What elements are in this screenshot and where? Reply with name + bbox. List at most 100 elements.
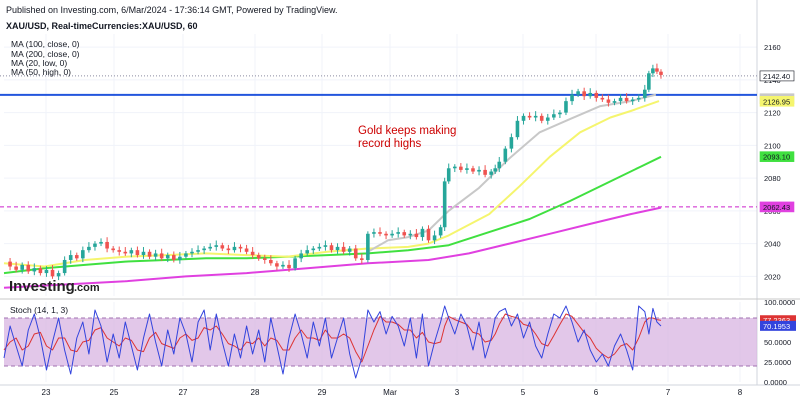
x-tick-label: 3 bbox=[455, 388, 460, 397]
candle-up bbox=[570, 94, 574, 102]
candle-down bbox=[238, 246, 243, 249]
indicator-ma-200: MA (200, close, 0) bbox=[11, 49, 80, 59]
candle-up bbox=[533, 115, 538, 118]
candle-up bbox=[477, 169, 481, 172]
stoch-tag-label: 70.1953 bbox=[763, 322, 790, 331]
candle-up bbox=[141, 251, 146, 256]
candle-up bbox=[636, 97, 641, 100]
candle-up bbox=[202, 248, 206, 251]
candle-up bbox=[184, 253, 188, 257]
annotation-line-1: Gold keeps making bbox=[358, 125, 456, 137]
candle-up bbox=[588, 92, 593, 97]
candle-up bbox=[497, 161, 502, 169]
candle-down bbox=[471, 168, 475, 172]
candle-down bbox=[402, 232, 407, 236]
candle-up bbox=[311, 248, 316, 251]
price-tag-label: 2126.95 bbox=[763, 97, 790, 106]
candle-down bbox=[111, 248, 115, 251]
x-tick-label: 23 bbox=[42, 388, 51, 397]
candle-up bbox=[438, 227, 443, 236]
annotation-line-2: record highs bbox=[358, 138, 422, 150]
candle-up bbox=[305, 250, 310, 254]
candle-up bbox=[576, 91, 580, 95]
candle-down bbox=[483, 169, 487, 175]
y-tick-label: 2100 bbox=[764, 141, 781, 150]
candle-up bbox=[390, 233, 394, 236]
candle-up bbox=[81, 250, 85, 259]
x-tick-label: 28 bbox=[251, 388, 260, 397]
candle-down bbox=[105, 241, 109, 249]
candle-up bbox=[293, 258, 297, 269]
candle-up bbox=[552, 114, 556, 118]
candle-down bbox=[353, 248, 358, 259]
y-tick-label: 2020 bbox=[764, 272, 781, 281]
candle-down bbox=[159, 253, 164, 259]
x-tick-label: 27 bbox=[179, 388, 188, 397]
candle-down bbox=[582, 91, 586, 97]
candle-up bbox=[165, 255, 170, 259]
logo-suffix: .com bbox=[74, 282, 100, 294]
candle-down bbox=[8, 261, 12, 267]
candle-up bbox=[323, 245, 328, 247]
candle-down bbox=[135, 250, 140, 256]
x-tick-label: 5 bbox=[521, 388, 526, 397]
candle-down bbox=[360, 258, 364, 260]
candle-down bbox=[172, 255, 176, 260]
candle-down bbox=[74, 255, 79, 259]
candle-up bbox=[452, 166, 457, 169]
symbol-title: XAU/USD, Real-timeCurrencies:XAU/USD, 60 bbox=[6, 21, 198, 31]
candle-down bbox=[147, 251, 152, 257]
candle-down bbox=[624, 97, 629, 102]
candle-up bbox=[178, 256, 182, 260]
candle-down bbox=[600, 97, 605, 100]
candle-up bbox=[153, 253, 158, 257]
candle-down bbox=[414, 233, 419, 238]
candle-up bbox=[515, 120, 520, 138]
candle-down bbox=[594, 92, 599, 98]
candle-up bbox=[396, 232, 400, 234]
ma-20-line bbox=[367, 93, 657, 253]
price-tag-label: 2093.10 bbox=[763, 153, 790, 162]
candle-down bbox=[262, 258, 267, 260]
candle-up bbox=[44, 269, 49, 274]
candle-down bbox=[117, 250, 122, 252]
candle-up bbox=[299, 253, 303, 259]
ma-50-line bbox=[3, 100, 660, 268]
candle-up bbox=[564, 101, 568, 113]
candle-up bbox=[62, 259, 67, 274]
ma-100-line bbox=[3, 155, 662, 275]
candle-up bbox=[68, 255, 73, 260]
candle-up bbox=[612, 101, 617, 103]
candle-up bbox=[420, 228, 425, 238]
candle-up bbox=[372, 232, 376, 234]
candle-up bbox=[129, 250, 134, 254]
y-tick-label: 2120 bbox=[764, 109, 781, 118]
candle-down bbox=[384, 233, 388, 236]
x-tick-label: 8 bbox=[738, 388, 743, 397]
price-tag-label: 2062.43 bbox=[763, 203, 790, 212]
candle-up bbox=[93, 243, 97, 247]
candle-down bbox=[459, 166, 463, 170]
indicator-ma-50: MA (50, high, 0) bbox=[11, 67, 72, 77]
candle-up bbox=[317, 246, 322, 249]
y-tick-label: 2040 bbox=[764, 240, 781, 249]
price-tag-box-3 bbox=[759, 151, 795, 162]
candle-down bbox=[269, 259, 273, 264]
x-tick-label: 7 bbox=[666, 388, 671, 397]
candle-up bbox=[347, 248, 352, 252]
candle-down bbox=[527, 115, 532, 118]
candle-up bbox=[493, 168, 498, 172]
stoch-tag-label: 77.2363 bbox=[763, 316, 790, 325]
indicator-ma-100: MA (100, close, 0) bbox=[11, 39, 80, 49]
candle-up bbox=[32, 268, 37, 272]
candle-down bbox=[256, 255, 261, 259]
candle-up bbox=[509, 137, 514, 149]
candle-up bbox=[545, 117, 550, 121]
candle-down bbox=[123, 251, 128, 254]
candle-up bbox=[432, 235, 437, 241]
candle-up bbox=[56, 273, 61, 277]
candle-down bbox=[244, 248, 249, 252]
candle-up bbox=[281, 264, 285, 267]
stoch-tag-box-0 bbox=[760, 315, 796, 326]
